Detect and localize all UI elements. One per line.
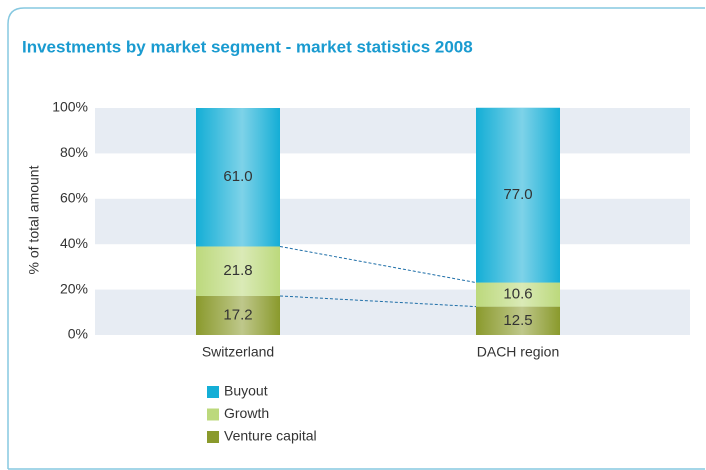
grid-band: [95, 289, 690, 335]
data-label: 77.0: [503, 186, 532, 203]
data-label: 61.0: [223, 168, 252, 185]
x-tick-label: DACH region: [477, 344, 559, 360]
grid-band: [95, 198, 690, 245]
connector-line: [279, 295, 477, 308]
bar-sheen: [476, 107, 560, 283]
legend-swatch: [207, 431, 219, 443]
y-tick-label: 40%: [60, 235, 88, 251]
data-label: 10.6: [503, 286, 532, 303]
bar-sheen: [476, 282, 560, 307]
bar-sheen: [196, 246, 280, 296]
chart-title: Investments by market segment - market s…: [22, 37, 473, 56]
y-tick-label: 80%: [60, 144, 88, 160]
y-tick-label: 100%: [52, 99, 88, 115]
bar-sheen: [476, 306, 560, 335]
grid-band: [95, 108, 690, 154]
legend-swatch: [207, 386, 219, 398]
y-tick-label: 0%: [68, 326, 88, 342]
legend-label: Buyout: [224, 383, 268, 399]
y-axis-label: % of total amount: [26, 165, 42, 274]
data-label: 12.5: [503, 312, 532, 329]
data-label: 21.8: [223, 262, 252, 279]
legend-label: Growth: [224, 405, 269, 421]
x-tick-label: Switzerland: [202, 344, 274, 360]
connector-line: [279, 245, 477, 284]
bar-sheen: [196, 108, 280, 247]
legend-swatch: [207, 408, 219, 421]
legend-label: Venture capital: [224, 428, 317, 444]
card-border: [7, 7, 705, 469]
bar-sheen: [196, 295, 280, 335]
data-label: 17.2: [223, 306, 252, 323]
y-tick-label: 60%: [60, 190, 88, 206]
y-tick-label: 20%: [60, 280, 88, 296]
